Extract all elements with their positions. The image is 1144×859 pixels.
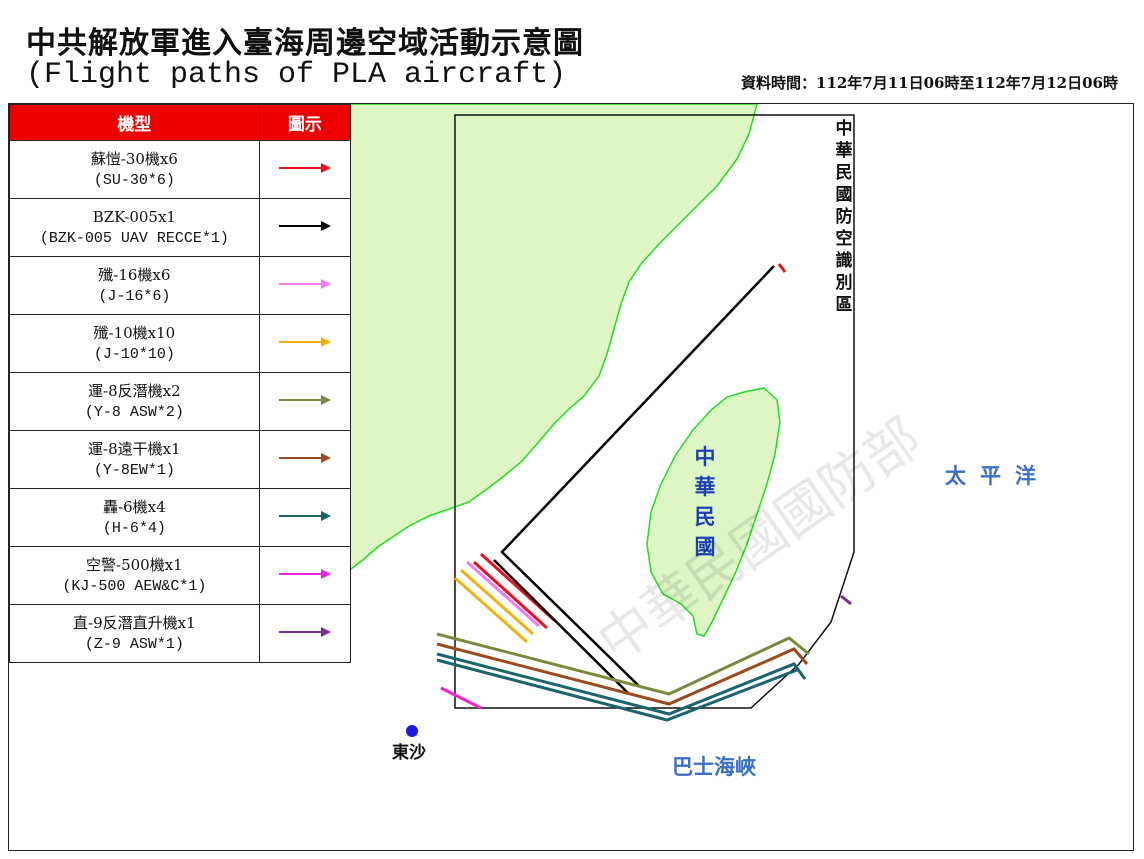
flight-path-pink xyxy=(466,560,540,628)
magenta-arrow-icon xyxy=(278,569,331,579)
legend-name-en: (SU-30*6) xyxy=(93,171,175,189)
dongsha-marker xyxy=(406,725,418,737)
legend-name-en: (J-10*10) xyxy=(93,345,175,363)
purple-arrow-icon xyxy=(278,627,331,637)
legend-name-en: (BZK-005 UAV RECCE*1) xyxy=(39,229,229,247)
olive-arrow-icon xyxy=(278,395,331,405)
black-arrow-icon xyxy=(278,221,331,231)
orange-arrow-icon xyxy=(278,337,331,347)
title-bar: 中共解放軍進入臺海周邊空域活動示意圖 (Flight paths of PLA … xyxy=(8,8,1134,104)
legend-row: 運-8遠干機x1 (Y-8EW*1) xyxy=(9,430,352,489)
legend-header-type: 機型 xyxy=(9,104,260,141)
legend-name-zh: 直-9反潛直升機x1 xyxy=(73,613,196,632)
legend-name-en: (Y-8 ASW*2) xyxy=(84,403,184,421)
pacific-label: 太平洋 xyxy=(945,463,1050,488)
legend-header-symbol: 圖示 xyxy=(258,104,352,141)
dongsha-label: 東沙 xyxy=(392,743,426,763)
legend-row: 殲-16機x6 (J-16*6) xyxy=(9,256,352,315)
legend-row: 轟-6機x4 (H-6*4) xyxy=(9,488,352,547)
adiz-boundary xyxy=(454,114,855,709)
flight-path-olive xyxy=(436,632,810,696)
flight-path-orange xyxy=(454,568,534,644)
flight-path-black xyxy=(493,265,775,695)
legend-row: 蘇愷-30機x6 (SU-30*6) xyxy=(9,140,352,199)
flight-path-magenta xyxy=(440,686,482,710)
legend-row: 空警-500機x1 (KJ-500 AEW&C*1) xyxy=(9,546,352,605)
bashi-channel-label: 巴士海峽 xyxy=(672,754,756,779)
teal-arrow-icon xyxy=(278,511,331,521)
legend-name-zh: 空警-500機x1 xyxy=(86,555,183,574)
legend-name-zh: 運-8反潛機x2 xyxy=(88,381,181,400)
flight-path-brown xyxy=(436,642,809,706)
pink-arrow-icon xyxy=(278,279,331,289)
legend-name-en: (KJ-500 AEW&C*1) xyxy=(62,577,207,595)
legend-name-zh: 殲-10機x10 xyxy=(93,323,176,342)
legend-name-zh: 殲-16機x6 xyxy=(98,265,171,284)
brown-arrow-icon xyxy=(278,453,331,463)
adiz-label: 中華民國防空識別區 xyxy=(835,119,853,315)
legend-name-en: (Y-8EW*1) xyxy=(93,461,175,479)
legend-name-zh: BZK-005x1 xyxy=(92,207,176,226)
legend-table: 機型 圖示 蘇愷-30機x6 (SU-30*6) BZK-005x1 (BZK-00… xyxy=(9,104,352,663)
legend-name-zh: 蘇愷-30機x6 xyxy=(90,149,178,168)
taiwan-island xyxy=(646,387,781,637)
page-subtitle: (Flight paths of PLA aircraft) xyxy=(26,58,567,92)
red-arrow-icon xyxy=(278,163,331,173)
legend-row: 運-8反潛機x2 (Y-8 ASW*2) xyxy=(9,372,352,431)
legend-row: 直-9反潛直升機x1 (Z-9 ASW*1) xyxy=(9,604,352,663)
legend-name-zh: 運-8遠干機x1 xyxy=(88,439,181,458)
taiwan-label: 中華民國 xyxy=(694,444,716,559)
legend-name-en: (Z-9 ASW*1) xyxy=(84,635,184,653)
data-time: 資料時間：112年7月11日06時至112年7月12日06時 xyxy=(741,74,1118,92)
legend-row: BZK-005x1 (BZK-005 UAV RECCE*1) xyxy=(9,198,352,257)
flight-path-teal xyxy=(436,652,807,722)
page-title: 中共解放軍進入臺海周邊空域活動示意圖 xyxy=(26,26,584,61)
legend-name-zh: 轟-6機x4 xyxy=(103,497,166,516)
legend-name-en: (J-16*6) xyxy=(98,287,171,305)
flight-path-purple xyxy=(840,594,852,606)
legend-name-en: (H-6*4) xyxy=(102,519,166,537)
legend-row: 殲-10機x10 (J-10*10) xyxy=(9,314,352,373)
